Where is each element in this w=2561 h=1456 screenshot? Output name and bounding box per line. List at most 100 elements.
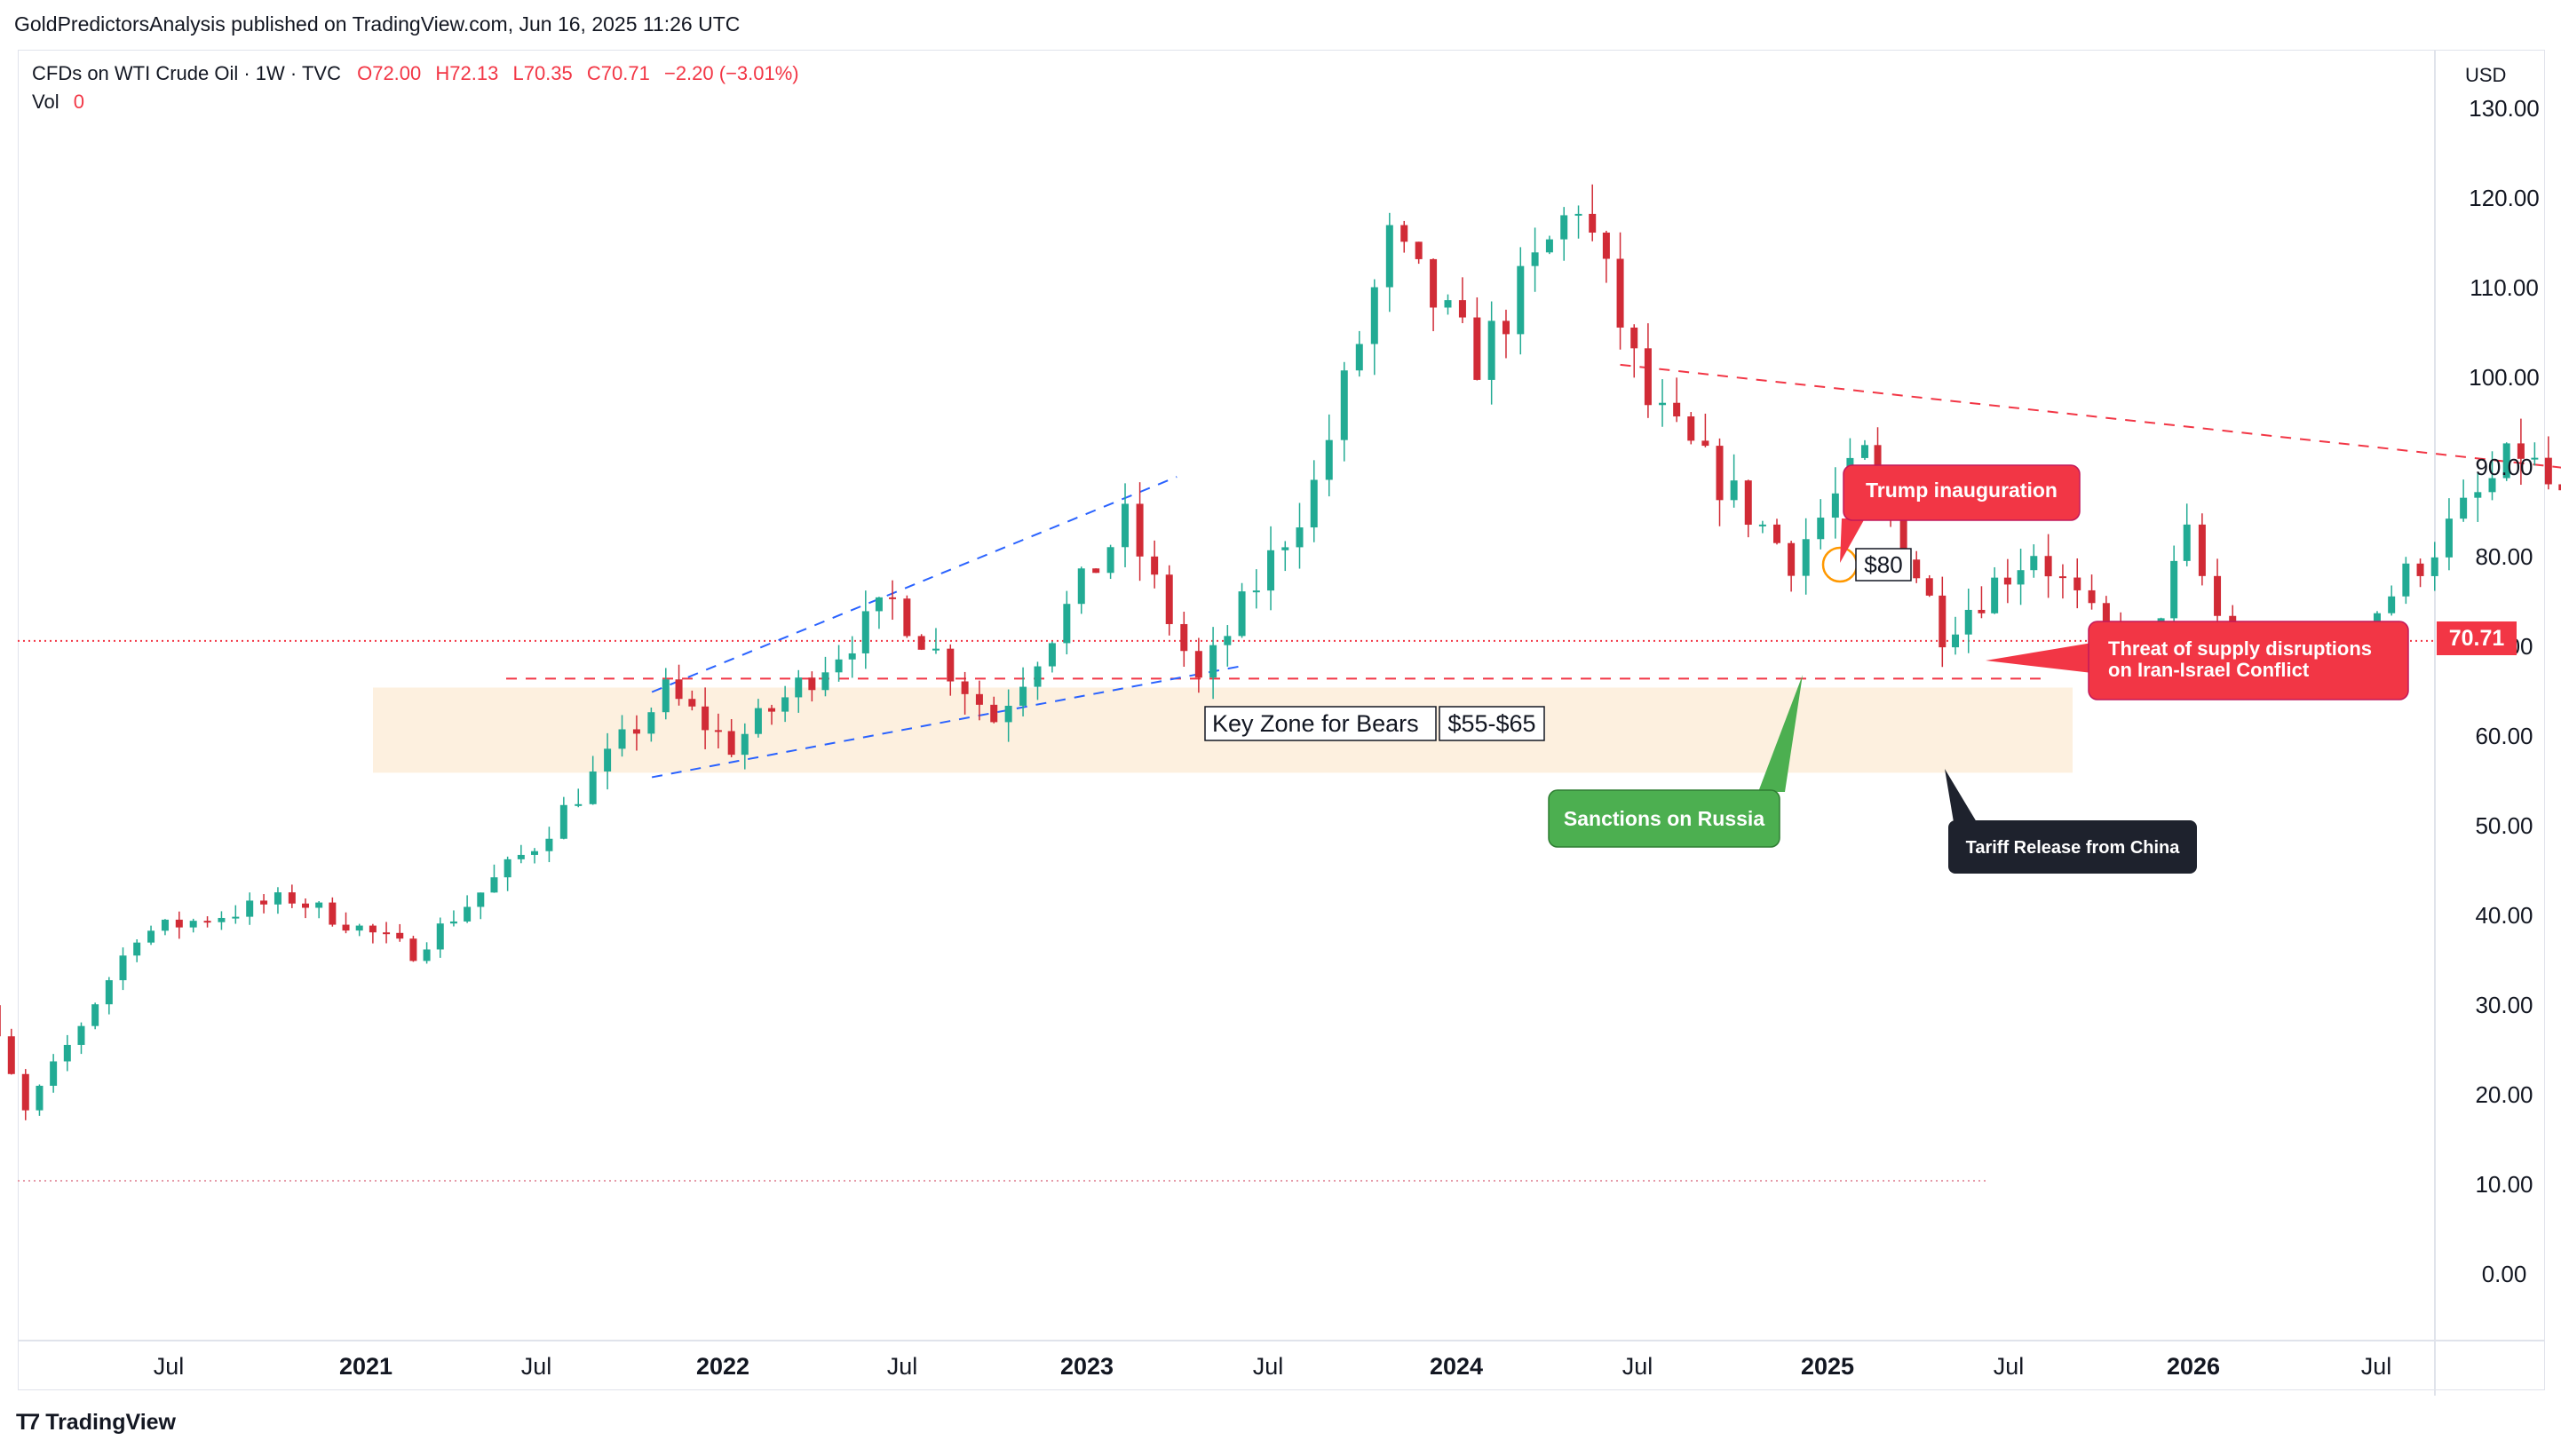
candle-body [604,748,612,772]
price-tick: 0.00 [2482,1261,2527,1287]
candle-body [2017,570,2025,585]
candle-body [77,1025,85,1045]
candle-body [449,921,457,924]
candle-body [1673,402,1681,417]
candle-body [1281,547,1289,550]
chart-frame [18,50,2545,1390]
candle-body [315,902,323,908]
key-zone-label-box [1204,706,1437,741]
candle-body [175,919,183,928]
candle-body [260,900,268,905]
volume-row: Vol 0 [32,91,84,114]
candle-body [436,923,444,950]
candle-body [1151,556,1159,575]
candle-body [1165,574,1173,624]
candle-body [63,1044,71,1062]
currency-selector[interactable]: USD [2465,64,2507,86]
candle-body [932,648,940,651]
candle-body [355,925,363,931]
price-tick: 20.00 [2475,1081,2533,1108]
time-label: Jul [887,1353,918,1380]
candle-body [741,733,749,756]
candle-body [147,930,155,943]
candle-body [1252,590,1260,593]
candle-body [1400,225,1408,242]
candle-body [464,906,472,922]
candle-body [2058,576,2066,579]
tradingview-logo[interactable]: T7 TradingView [16,1410,176,1436]
candle-body [0,1005,1,1037]
candle-body [1487,320,1495,380]
time-label: Jul [2361,1353,2392,1380]
candle-body [2445,518,2453,558]
candle-body [105,980,113,1005]
candle-body [1415,241,1423,259]
tariff-callout-pointer [1945,769,1977,822]
candle-body [232,916,240,919]
candle-body [1687,416,1695,441]
candle-body [714,730,722,732]
candle-body [2402,563,2410,597]
candle-body [2030,556,2038,571]
candle-body [133,942,141,956]
time-label: Jul [521,1353,552,1380]
trendlines [651,363,2561,779]
price-tick: 100.00 [2469,364,2540,391]
candle-body [1964,609,1972,635]
time-label: 2026 [2167,1353,2220,1380]
candle-body [1092,568,1100,574]
candle-body [1238,591,1246,637]
candle-body [7,1036,15,1074]
time-label: Jul [1994,1353,2025,1380]
candle-body [961,681,969,694]
candle-body [302,903,310,908]
candle-body [1817,518,1825,540]
candle-body [1136,503,1144,557]
candle-body [1730,480,1738,501]
candle-body [1991,577,1999,613]
chart-legend: CFDs on WTI Crude Oil · 1W · TVC O72.00 … [32,62,799,113]
time-label: Jul [154,1353,185,1380]
symbol-description[interactable]: CFDs on WTI Crude Oil · 1W · TVC [32,62,341,84]
candle-body [189,921,197,928]
candle-body [1310,479,1318,528]
price-tick: 80.00 [2475,543,2533,570]
candle-body [1385,225,1393,288]
trump-callout-pointer [1840,518,1865,563]
publisher-credit: GoldPredictorsAnalysis published on Trad… [14,12,741,36]
candle-body [1939,595,1947,648]
candle-body [795,677,803,698]
candle-body [423,949,431,961]
change-value: −2.20 (−3.01%) [663,62,799,84]
candle-body [2430,557,2438,576]
current-price-value: 70.71 [2449,626,2505,651]
candle-body [369,925,377,933]
candle-body [2102,603,2110,631]
candle-body [36,1085,44,1111]
candle-body [1430,258,1438,308]
volume-label: Vol [32,91,59,113]
candle-body [1758,524,1766,526]
candle-body [1788,542,1796,576]
candle-body [2198,524,2206,576]
candle-body [1267,550,1275,591]
candle-body [1913,559,1921,579]
key-zone-range-box [1439,706,1545,741]
candle-body [875,597,883,612]
price-tick: 110.00 [2470,274,2539,301]
candle-body [848,653,856,660]
candle-body [702,706,710,731]
candle-body [618,729,626,749]
candle-body [517,854,525,859]
candle-body [383,932,391,935]
candle-body [675,679,683,700]
candle-body [1860,445,1868,458]
candle-body [545,838,553,851]
candle-body [575,803,583,806]
candle-body [1224,636,1232,645]
candle-body [2488,478,2496,493]
candle-body [861,611,869,653]
price-tick: 90.00 [2475,454,2533,480]
candle-body [1952,634,1960,648]
